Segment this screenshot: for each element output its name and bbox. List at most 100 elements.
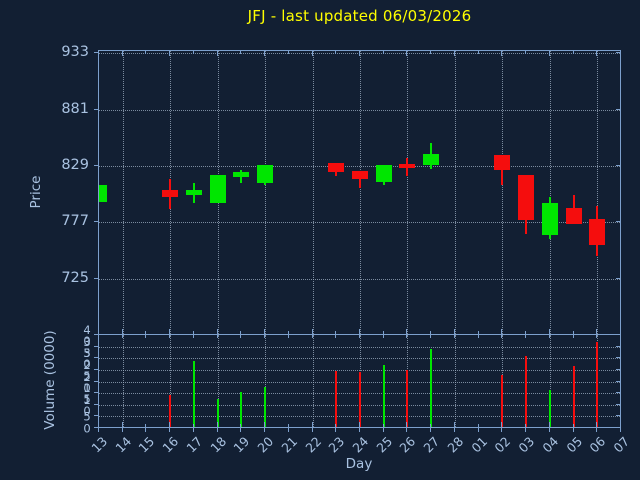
candle-body-day-17 [185, 189, 202, 196]
price-tick-left [94, 164, 98, 166]
day-tick-label: 25 [373, 433, 395, 456]
x-tick-bot-out [216, 428, 218, 432]
x-tick-top [525, 51, 527, 54]
x-tick-bot-out [311, 428, 313, 432]
volume-tick-label: 25 [80, 357, 94, 380]
volume-bar-day-25 [382, 365, 385, 427]
day-tick-label: 06 [586, 433, 609, 456]
day-tick-label: 15 [135, 433, 158, 456]
x-tick-mid-dn [311, 335, 313, 338]
x-tick-top [453, 51, 455, 56]
x-tick-bot-in [169, 422, 171, 427]
volume-bar-day-16 [169, 395, 172, 427]
x-tick-mid-dn [264, 335, 266, 338]
x-tick-bot-in [311, 422, 313, 427]
day-tick-label: 16 [159, 433, 182, 456]
candle-body-day-06 [589, 219, 606, 245]
day-gridline [217, 335, 219, 427]
x-tick-mid-dn [620, 335, 621, 338]
candle-body-day-03 [518, 174, 535, 221]
candle-wick-day-02 [501, 155, 504, 186]
volume-tick-label: 10 [80, 392, 94, 415]
price-tick-left [94, 277, 98, 279]
volume-tick-right [616, 334, 620, 335]
price-tick-label: 725 [61, 269, 89, 286]
x-tick-bot-in [572, 424, 574, 427]
day-gridline [360, 51, 361, 334]
day-tick-label: 13 [88, 433, 111, 456]
price-tick-label: 829 [61, 156, 89, 173]
price-tick-label: 881 [61, 100, 89, 117]
candle-body-day-23 [328, 162, 345, 173]
x-tick-mid-up [287, 331, 289, 334]
x-tick-bot-out [572, 428, 574, 432]
day-tick-label: 14 [112, 433, 134, 456]
volume-tick-right [616, 357, 620, 359]
x-tick-top [98, 51, 99, 54]
day-tick-label: 28 [444, 433, 467, 456]
x-tick-bot-out [335, 428, 337, 432]
day-tick-label: 23 [325, 433, 348, 456]
candle-body-day-27 [423, 153, 440, 165]
volume-tick-right [616, 403, 620, 405]
day-tick-label: 05 [562, 433, 585, 456]
volume-bar-day-23 [335, 371, 338, 427]
x-tick-bot-out [382, 428, 384, 432]
volume-bar-day-26 [406, 369, 409, 427]
volume-tick-left [94, 415, 98, 417]
x-tick-top [596, 51, 598, 56]
x-tick-bot-out [430, 428, 432, 432]
volume-bar-day-03 [525, 355, 528, 427]
volume-gridline [99, 369, 620, 371]
candle-body-day-04 [541, 202, 558, 236]
x-tick-mid-up [525, 331, 527, 334]
x-tick-bot-in [359, 422, 360, 427]
x-tick-mid-up [453, 329, 455, 334]
x-tick-top [145, 51, 147, 54]
x-tick-bot-out [359, 428, 360, 432]
x-tick-mid-dn [382, 335, 384, 338]
price-gridline [99, 109, 620, 111]
x-tick-mid-dn [98, 335, 99, 338]
x-tick-mid-dn [169, 335, 171, 338]
price-tick-right [616, 108, 620, 110]
x-tick-top [121, 51, 123, 56]
x-tick-mid-up [501, 329, 503, 334]
day-gridline [122, 335, 124, 427]
volume-tick-right [616, 392, 620, 394]
volume-plot-area [98, 334, 621, 428]
day-tick-label: 04 [539, 433, 562, 456]
price-tick-left [94, 221, 98, 223]
x-tick-top [169, 51, 171, 56]
x-tick-top [359, 51, 360, 56]
volume-tick-label: 20 [80, 369, 94, 392]
x-tick-top [311, 51, 313, 56]
day-tick-label: 21 [278, 433, 301, 456]
day-gridline [549, 335, 551, 427]
day-gridline [454, 335, 456, 427]
x-tick-bot-out [121, 428, 123, 432]
x-tick-bot-out [501, 428, 503, 432]
x-tick-mid-up [477, 331, 479, 334]
x-tick-bot-in [121, 422, 123, 427]
day-tick-label: 27 [420, 433, 443, 456]
x-tick-bot-in [287, 424, 289, 427]
x-tick-bot-out [192, 428, 194, 432]
volume-tick-right [616, 345, 620, 347]
price-tick-label: 777 [61, 213, 89, 230]
x-tick-top [501, 51, 503, 56]
x-tick-top [240, 51, 242, 54]
x-tick-top [572, 51, 574, 54]
x-tick-bot-out [98, 428, 99, 432]
x-tick-mid-dn [430, 335, 432, 338]
day-tick-label: 20 [254, 433, 277, 456]
x-tick-mid-dn [572, 335, 574, 338]
volume-tick-right [616, 380, 620, 382]
x-tick-mid-up [596, 329, 598, 334]
candle-body-day-05 [565, 208, 582, 225]
x-tick-bot-in [620, 424, 621, 427]
day-gridline [122, 51, 124, 334]
x-tick-top [620, 51, 621, 54]
day-axis-label: Day [345, 456, 373, 472]
